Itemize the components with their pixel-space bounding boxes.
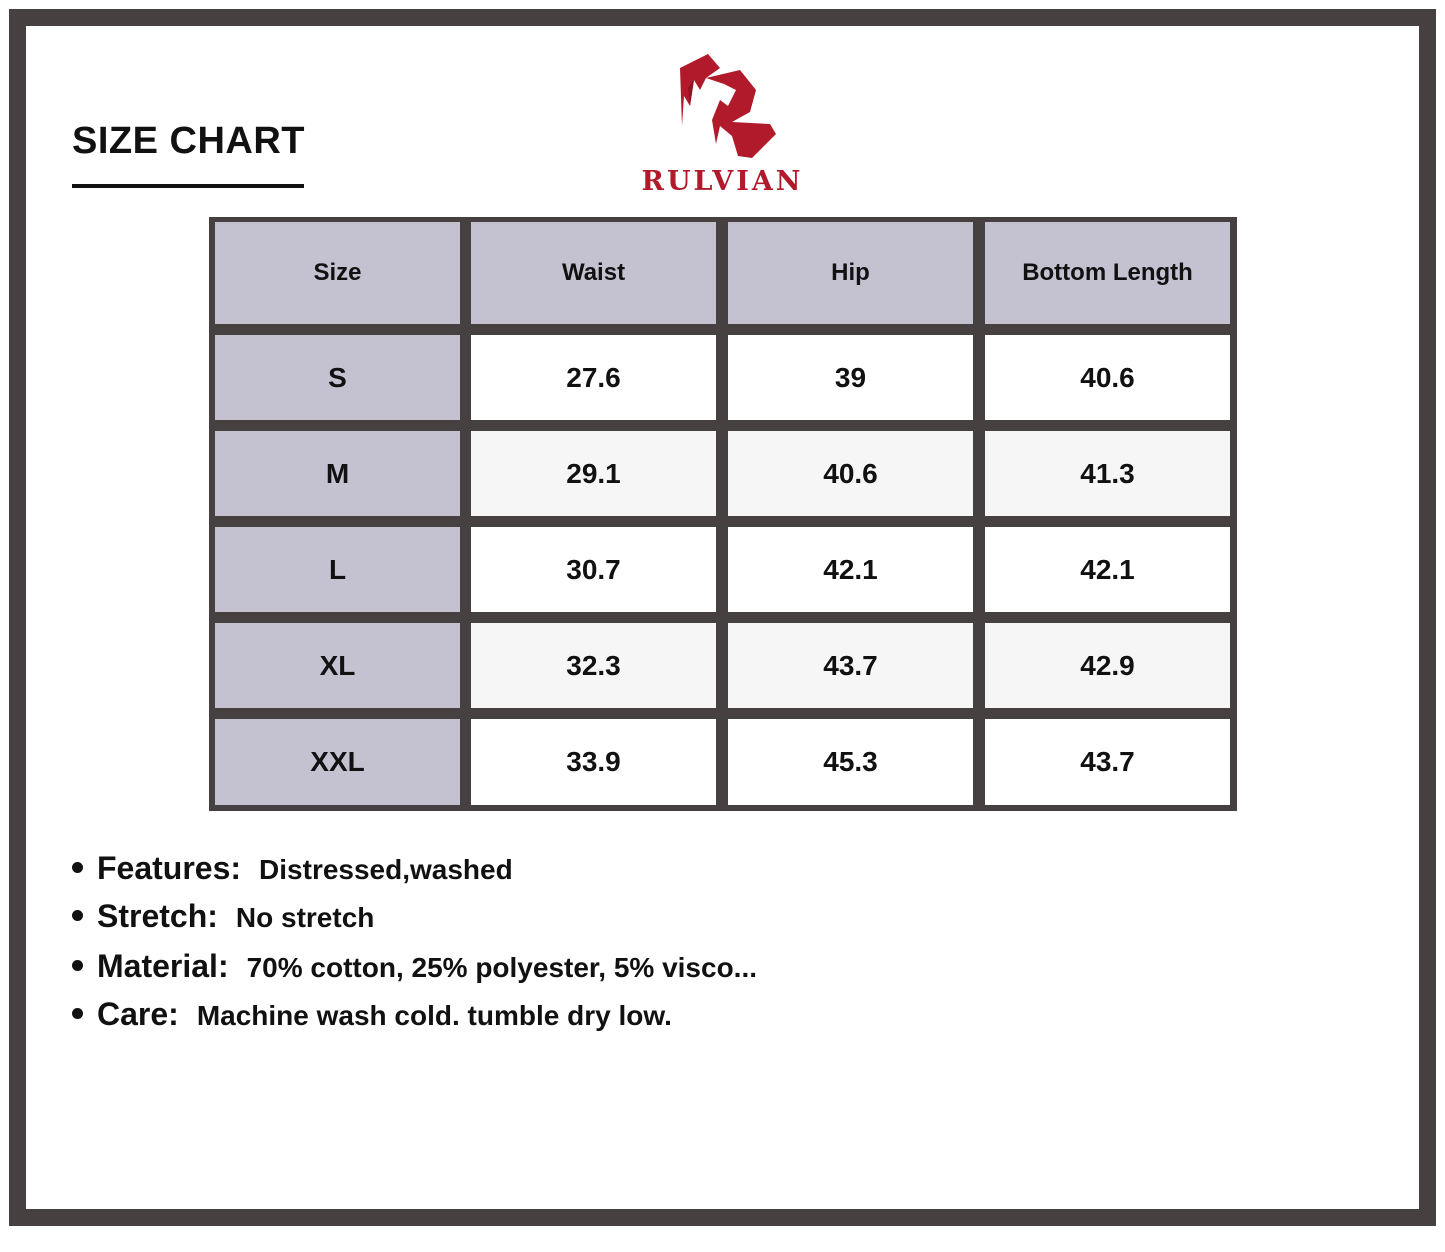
cell-bottom-length: 40.6	[985, 335, 1230, 420]
bullet-icon	[72, 862, 83, 873]
cell-hip: 42.1	[728, 527, 973, 612]
cell-bottom-length: 43.7	[985, 719, 1230, 805]
size-table: Size Waist Hip Bottom Length S 27.6 39 40.6 M 29.…	[209, 217, 1237, 811]
page-title: SIZE CHART	[72, 120, 305, 162]
note-item: Material: 70% cotton, 25% polyester, 5% v…	[72, 948, 757, 985]
note-label: Material:	[97, 948, 229, 984]
cell-hip: 39	[728, 335, 973, 420]
cell-hip: 40.6	[728, 431, 973, 516]
note-label: Care:	[97, 996, 179, 1032]
cell-waist: 32.3	[471, 623, 716, 708]
note-value: Distressed,washed	[259, 854, 513, 885]
cell-bottom-length: 42.9	[985, 623, 1230, 708]
cell-waist: 29.1	[471, 431, 716, 516]
note-value: No stretch	[235, 902, 375, 933]
cell-size: XL	[215, 623, 460, 708]
header-waist: Waist	[471, 222, 716, 324]
bullet-icon	[72, 1008, 83, 1019]
cell-size: L	[215, 527, 460, 612]
bullet-icon	[72, 960, 83, 971]
cell-size: XXL	[215, 719, 460, 805]
note-item: Features: Distressed,washed	[72, 850, 513, 887]
note-value: 70% cotton, 25% polyester, 5% visco...	[246, 952, 758, 983]
note-item: Care: Machine wash cold. tumble dry low.	[72, 996, 672, 1033]
cell-waist: 27.6	[471, 335, 716, 420]
bullet-icon	[72, 910, 83, 921]
title-underline	[72, 184, 304, 188]
note-label: Features:	[97, 850, 242, 886]
header-bottom-length: Bottom Length	[985, 222, 1230, 324]
note-item: Stretch: No stretch	[72, 898, 374, 935]
cell-size: S	[215, 335, 460, 420]
brand-name: RULVIAN	[641, 166, 804, 197]
cell-waist: 30.7	[471, 527, 716, 612]
cell-waist: 33.9	[471, 719, 716, 805]
brand-logo-icon	[680, 54, 776, 158]
cell-bottom-length: 42.1	[985, 527, 1230, 612]
cell-hip: 43.7	[728, 623, 973, 708]
cell-hip: 45.3	[728, 719, 973, 805]
cell-bottom-length: 41.3	[985, 431, 1230, 516]
header-size: Size	[215, 222, 460, 324]
note-label: Stretch:	[97, 898, 218, 934]
cell-size: M	[215, 431, 460, 516]
note-value: Machine wash cold. tumble dry low.	[196, 1000, 672, 1031]
header-hip: Hip	[728, 222, 973, 324]
